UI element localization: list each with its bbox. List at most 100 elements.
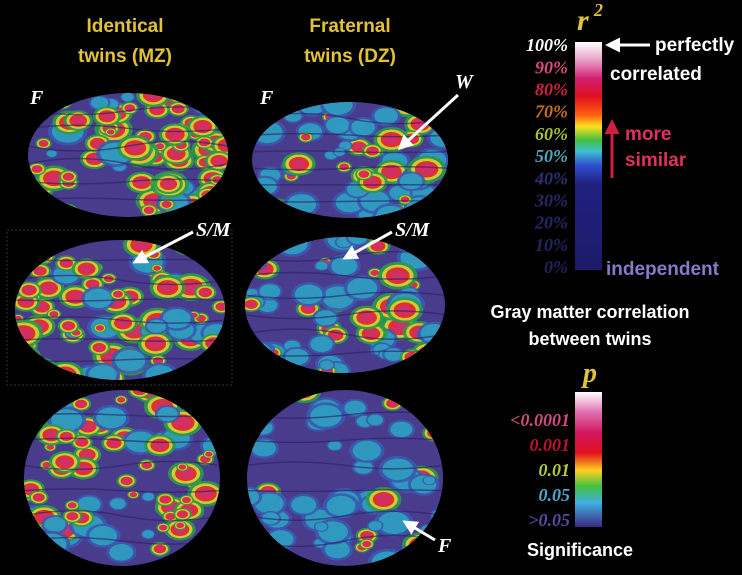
activation-patch [162, 179, 175, 188]
arrow [132, 230, 194, 264]
sulcus [252, 132, 448, 138]
activation-patch [45, 430, 58, 440]
activation-patch [51, 409, 83, 431]
activation-patch [351, 119, 375, 136]
activation-patch [160, 525, 166, 530]
activation-patch [101, 112, 113, 121]
sulcus [15, 316, 225, 324]
sulcus [247, 437, 443, 444]
activation-patch [310, 336, 333, 352]
activation-patch [34, 494, 43, 501]
activation-patch [109, 543, 134, 561]
activation-patch [374, 107, 398, 125]
activation-patch [326, 495, 356, 516]
activation-patch [175, 417, 191, 429]
activation-patch [178, 511, 187, 517]
activation-patch [77, 401, 86, 407]
activation-patch [339, 141, 352, 150]
activation-patch [153, 440, 167, 450]
activation-patch [292, 159, 306, 169]
activation-patch [399, 173, 423, 190]
activation-patch [334, 148, 345, 156]
activation-patch [326, 117, 350, 134]
activation-patch [352, 440, 381, 461]
arrow [342, 230, 393, 260]
activation-patch [397, 305, 413, 316]
sulcus [28, 178, 228, 185]
region-label: F [437, 535, 452, 557]
column-header: Fraternal [309, 16, 390, 37]
sulcus [252, 150, 448, 154]
activation-patch [360, 171, 368, 177]
activation-patch [33, 166, 41, 172]
scale-symbol: r [577, 4, 589, 37]
tick-label: 80% [535, 80, 568, 100]
activation-patch [77, 496, 101, 513]
activation-patch [200, 289, 210, 296]
scale-exponent: 2 [593, 0, 603, 20]
note: more [625, 124, 671, 145]
activation-patch [40, 141, 47, 146]
activation-patch [126, 105, 134, 111]
activation-patch [89, 525, 118, 546]
activation-patch [320, 360, 334, 370]
activation-patch [328, 441, 342, 451]
activation-patch [179, 465, 185, 469]
activation-patch [24, 286, 35, 294]
activation-patch [77, 439, 87, 446]
activation-patch [84, 288, 113, 309]
activation-patch [25, 485, 37, 494]
panel-frame [6, 229, 233, 386]
activation-patch [47, 445, 53, 449]
activation-patch [251, 439, 276, 457]
activation-patch [64, 322, 73, 329]
scale-symbol: p [581, 358, 597, 389]
activation-patch [145, 207, 153, 213]
activation-patch [344, 400, 366, 416]
brain-map [24, 390, 220, 566]
sulcus [28, 157, 228, 170]
activation-patch [303, 305, 314, 313]
activation-patch [147, 319, 166, 333]
arrow [397, 93, 460, 151]
activation-patch [134, 240, 149, 250]
sulcus [247, 489, 443, 493]
activation-patch [246, 301, 256, 308]
tick-label: 70% [535, 102, 568, 122]
tick-label: 0% [544, 257, 568, 277]
tick-label: 0.05 [539, 485, 571, 505]
activation-patch [44, 516, 66, 532]
activation-patch [143, 462, 151, 468]
sulcus [24, 460, 220, 471]
activation-patch [331, 256, 358, 276]
activation-patch [353, 143, 364, 151]
sulcus [28, 124, 228, 133]
tick-label: 40% [534, 168, 568, 188]
activation-patch [259, 284, 281, 299]
activation-patch [77, 463, 90, 473]
activation-patch [384, 348, 403, 361]
activation-patch [118, 398, 124, 402]
sulcus [15, 274, 225, 286]
activation-patch [371, 270, 378, 275]
activation-patch [367, 414, 383, 426]
sulcus [15, 298, 225, 302]
activation-patch [69, 503, 76, 508]
sulcus [245, 291, 445, 300]
activation-patch [72, 116, 85, 125]
activation-patch [167, 514, 174, 519]
colorbar [575, 392, 602, 527]
tick-label: 0.01 [539, 460, 571, 480]
activation-patch [254, 493, 284, 514]
activation-patch [80, 264, 93, 274]
note: correlated [610, 64, 702, 85]
activation-patch [64, 174, 73, 180]
sulcus [15, 337, 225, 343]
caption: Significance [527, 540, 633, 560]
sulcus [247, 461, 443, 470]
activation-patch [368, 521, 382, 531]
activation-patch [97, 326, 103, 330]
activation-patch [94, 344, 104, 351]
activation-patch [46, 173, 62, 184]
